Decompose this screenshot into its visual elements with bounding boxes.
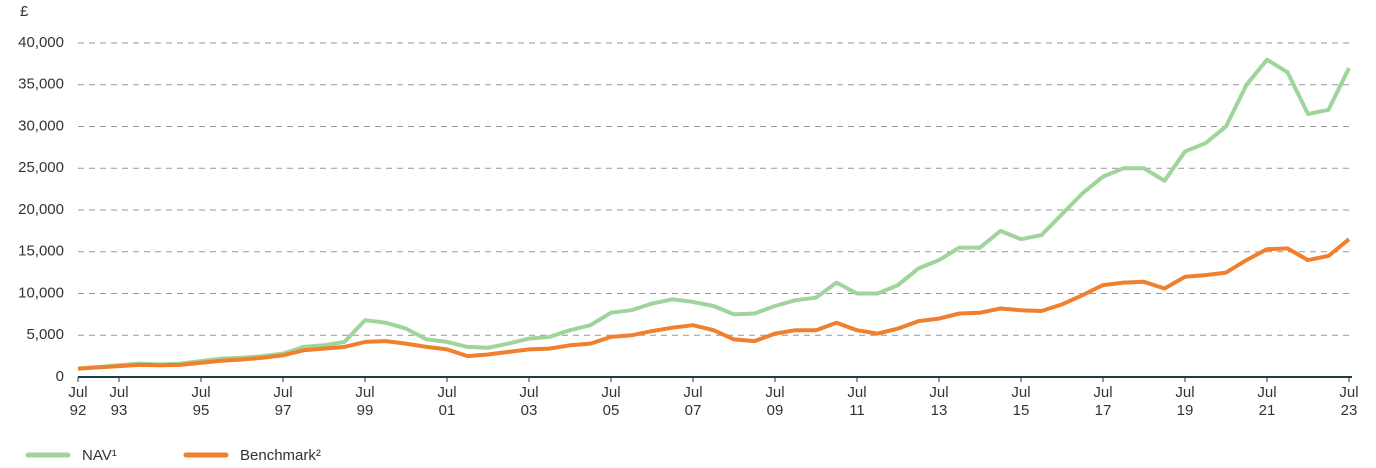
x-tick-label: Jul 23	[1339, 384, 1359, 419]
x-tick-label: Jul 13	[929, 384, 949, 419]
x-tick-label: Jul 03	[519, 384, 539, 419]
y-tick-label: 25,000	[18, 159, 64, 176]
legend-label: NAV¹	[82, 447, 117, 464]
y-tick-label: 5,000	[26, 326, 64, 343]
x-tick-label: Jul 99	[355, 384, 375, 419]
y-tick-label: 30,000	[18, 117, 64, 134]
x-tick-label: Jul 01	[437, 384, 457, 419]
line-series	[77, 237, 1351, 371]
line-series	[77, 57, 1351, 371]
y-tick-label: 40,000	[18, 34, 64, 51]
y-tick-label: 15,000	[18, 243, 64, 260]
x-tick-label: Jul 92	[68, 384, 88, 419]
y-tick-label: 10,000	[18, 284, 64, 301]
y-tick-label: 35,000	[18, 76, 64, 93]
y-tick-label: 20,000	[18, 201, 64, 218]
y-tick-label: 0	[56, 368, 64, 385]
x-tick-label: Jul 95	[191, 384, 211, 419]
y-axis-label: £	[20, 3, 29, 20]
x-tick-label: Jul 93	[109, 384, 129, 419]
x-tick-label: Jul 97	[273, 384, 293, 419]
legend-label: Benchmark²	[240, 447, 321, 464]
x-tick-label: Jul 15	[1011, 384, 1031, 419]
x-tick-label: Jul 07	[683, 384, 703, 419]
x-tick-label: Jul 19	[1175, 384, 1195, 419]
x-tick-label: Jul 09	[765, 384, 785, 419]
x-tick-label: Jul 11	[847, 384, 867, 419]
x-tick-label: Jul 17	[1093, 384, 1113, 419]
x-tick-label: Jul 21	[1257, 384, 1277, 419]
x-tick-label: Jul 05	[601, 384, 621, 419]
